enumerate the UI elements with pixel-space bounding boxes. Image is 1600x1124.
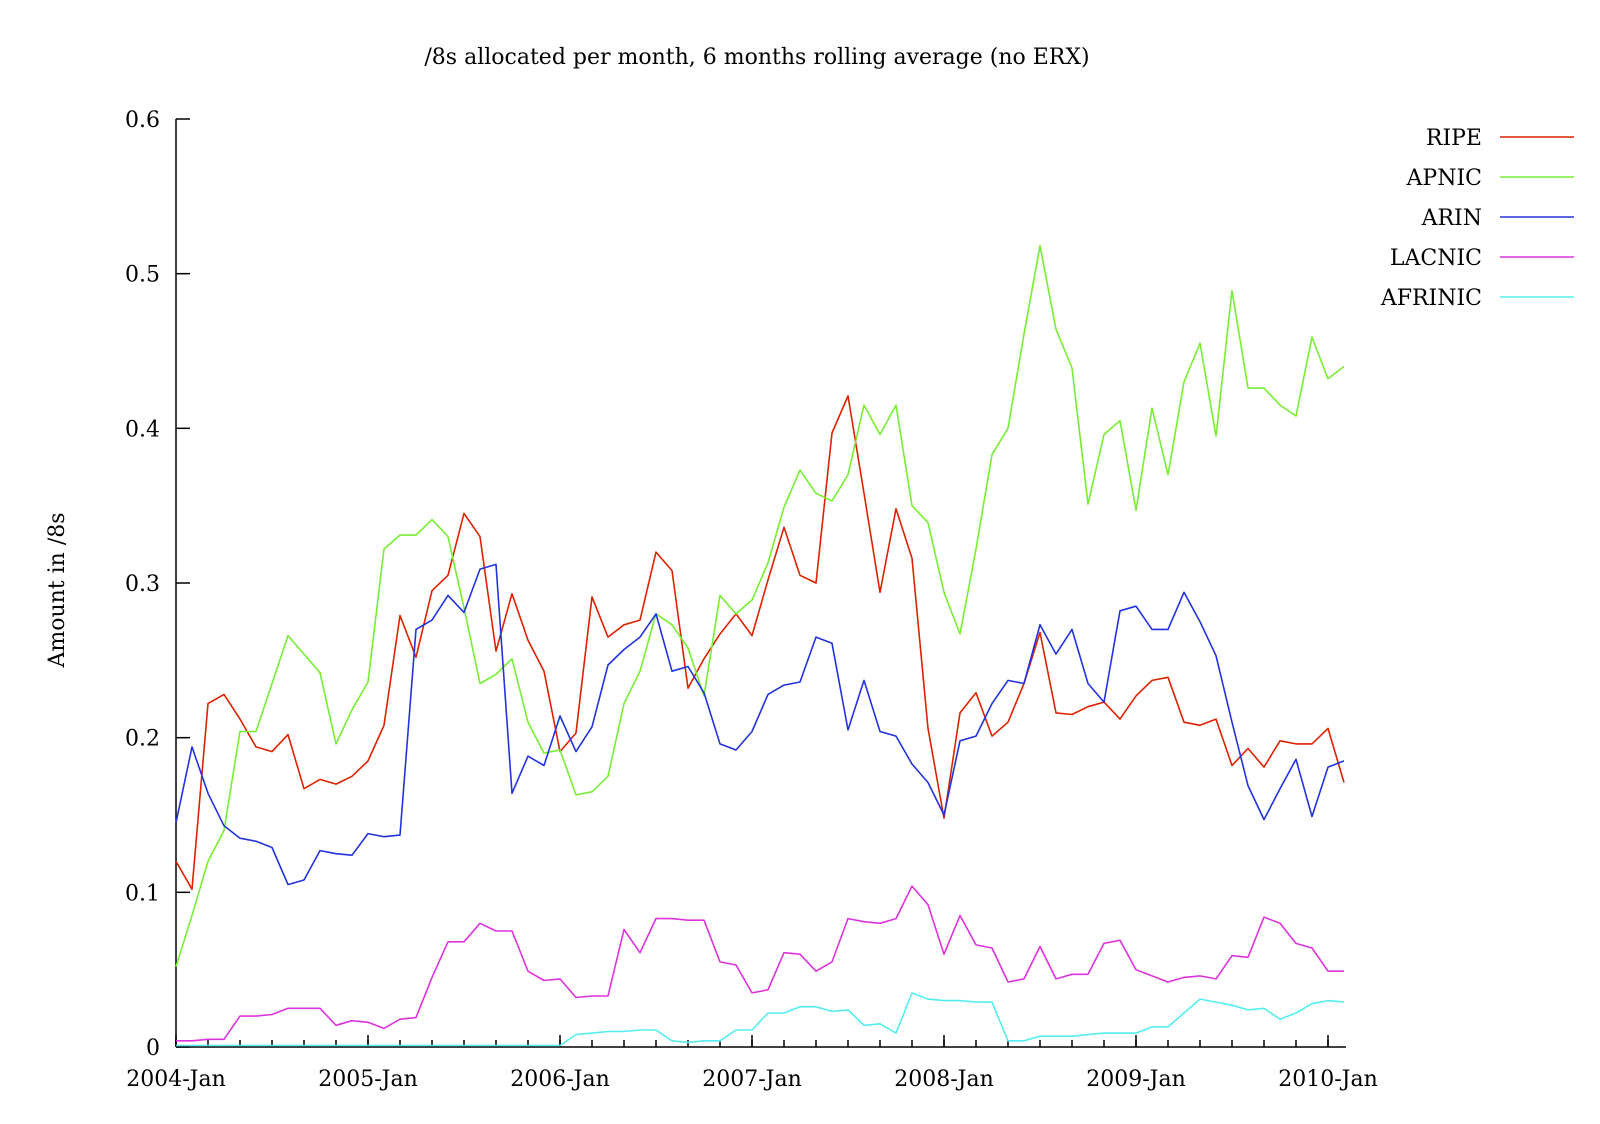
y-tick-label: 0.1 [125, 881, 160, 906]
y-tick-label: 0.4 [125, 417, 160, 442]
x-tick-label: 2008-Jan [894, 1067, 994, 1092]
series-line-apnic [175, 245, 1345, 967]
legend-label-ripe: RIPE [1426, 126, 1482, 151]
series-line-afrinic [176, 992, 1345, 1047]
legend-label-arin: ARIN [1421, 206, 1482, 231]
series-line-ripe [175, 395, 1345, 891]
x-tick-label: 2004-Jan [126, 1067, 226, 1092]
series-group [175, 245, 1345, 1047]
x-tick-label: 2007-Jan [702, 1067, 802, 1092]
legend: RIPE APNIC ARIN LACNIC AFRINIC [1380, 126, 1574, 311]
y-axis-label: Amount in /8s [45, 512, 70, 668]
y-tick-label: 0.6 [125, 108, 160, 133]
series-line-arin [175, 563, 1345, 886]
series-line-lacnic [176, 885, 1344, 1042]
y-tick-label: 0 [146, 1036, 160, 1061]
chart-title: /8s allocated per month, 6 months rollin… [424, 45, 1089, 70]
x-tick-label: 2006-Jan [510, 1067, 610, 1092]
x-tick-label: 2010-Jan [1278, 1067, 1378, 1092]
y-tick-label: 0.2 [125, 727, 160, 752]
x-tick-label: 2005-Jan [318, 1067, 418, 1092]
legend-label-afrinic: AFRINIC [1380, 286, 1482, 311]
x-tick-label: 2009-Jan [1086, 1067, 1186, 1092]
y-tick-label: 0.3 [125, 572, 160, 597]
legend-label-lacnic: LACNIC [1390, 246, 1482, 271]
axes: 0 0.1 0.2 0.3 0.4 0.5 0.6 2004-Jan 2005-Jan 2006-… [125, 108, 1378, 1092]
y-tick-label: 0.5 [125, 263, 160, 288]
legend-label-apnic: APNIC [1406, 166, 1482, 191]
